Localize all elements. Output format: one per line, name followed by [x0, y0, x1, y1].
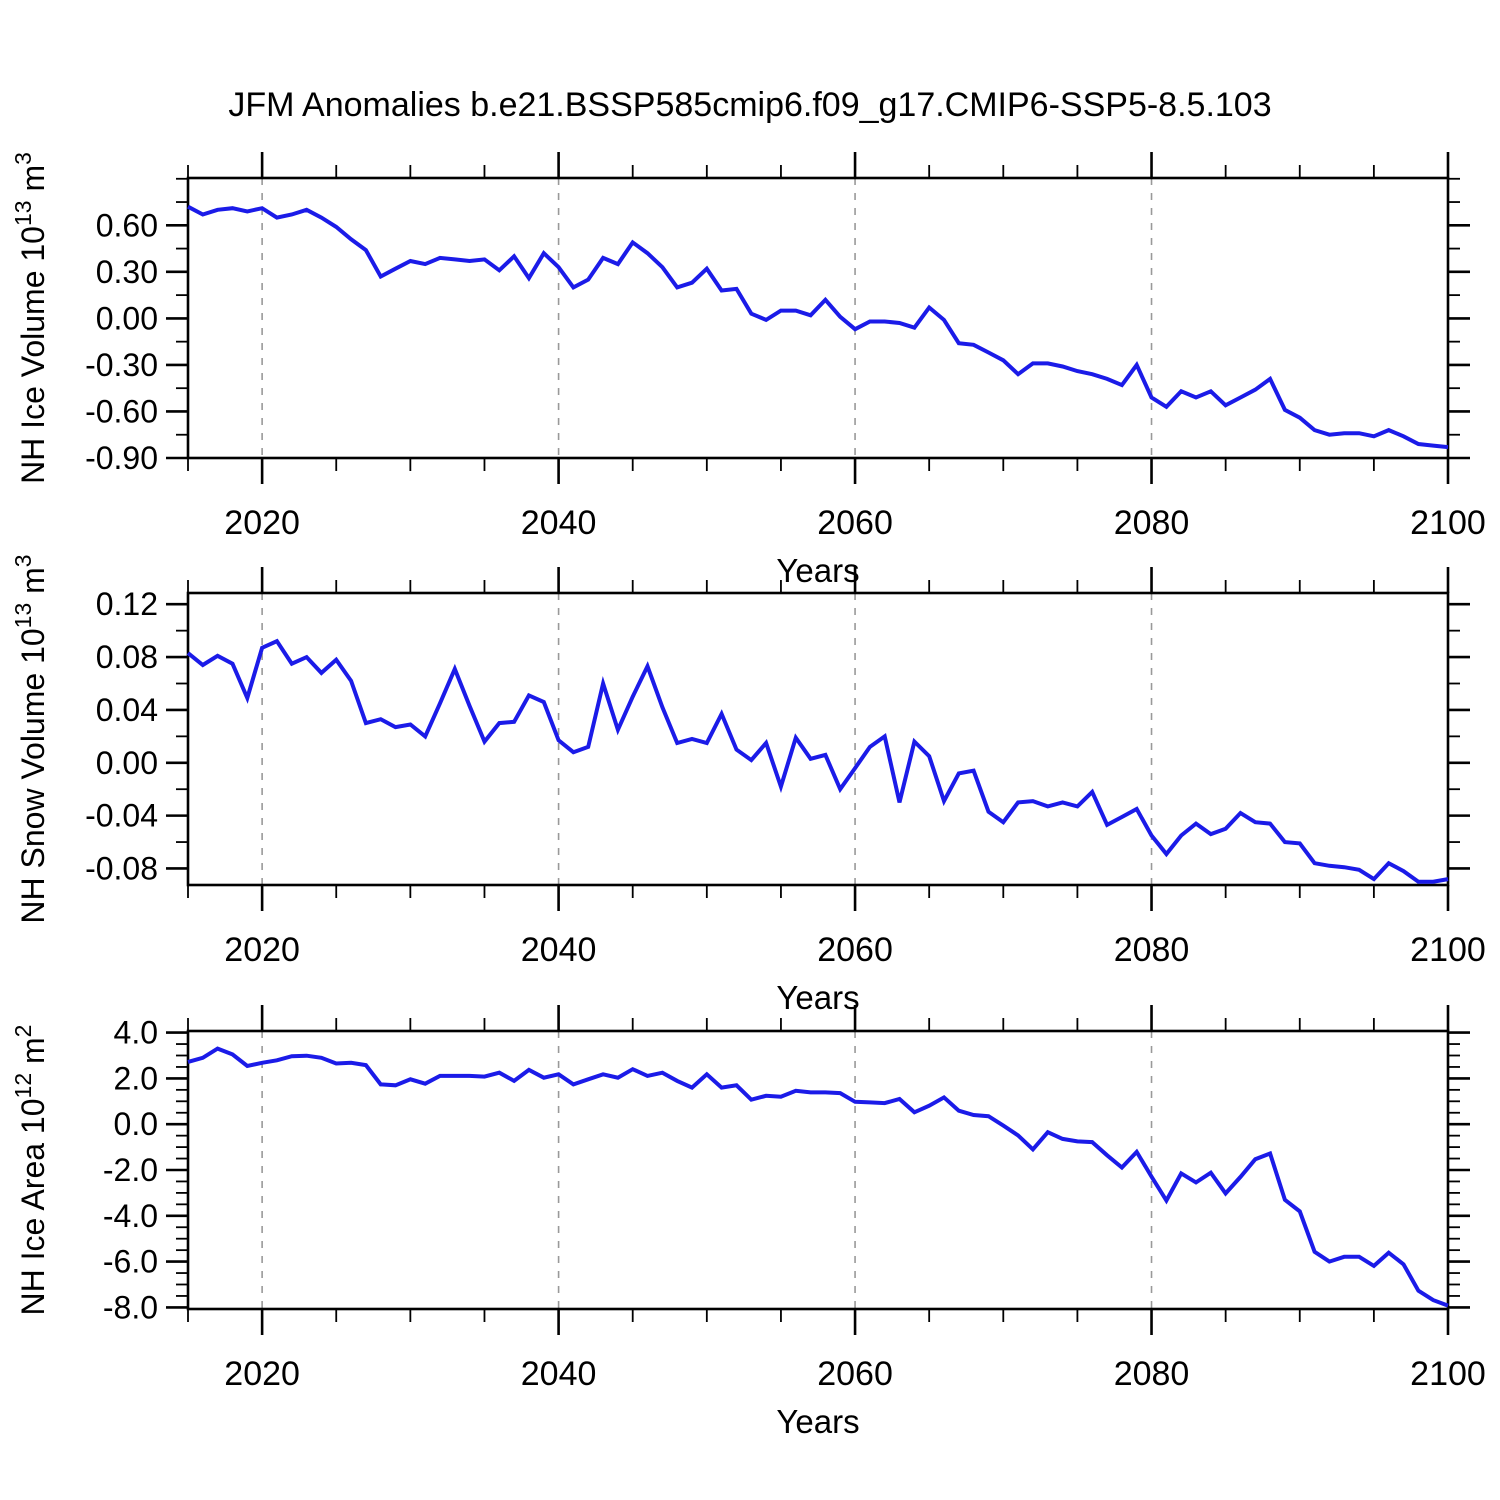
data-line	[187, 204, 1449, 450]
y-tick-label: 0.04	[96, 692, 158, 728]
y-tick-label: -0.60	[85, 393, 158, 429]
x-tick-label: 2080	[1114, 931, 1190, 969]
snow-volume-panel: 2020 2040 2060 2080 2100 0.12 0.08 0.04 0.00 -0.0…	[10, 554, 1486, 1016]
x-axis-label: Years	[776, 979, 859, 1016]
y-tick-label: 0.0	[114, 1106, 158, 1142]
x-tick-label: 2100	[1410, 1355, 1486, 1393]
y-tick-label: 0.00	[96, 745, 158, 781]
x-axis-label: Years	[776, 1403, 859, 1440]
x-axis-label: Years	[776, 552, 859, 589]
y-axis-label: NH Ice Area 1012 m2	[10, 1025, 51, 1316]
x-tick-label: 2100	[1410, 504, 1486, 542]
x-tick-label: 2040	[521, 1355, 597, 1393]
ice-volume-panel: 2020 2040 2060 2080 2100 0.60 0.30 0.00 -0.30 -0.…	[10, 152, 1486, 589]
y-tick-label: 0.12	[96, 586, 158, 622]
x-tick-label: 2060	[817, 931, 893, 969]
x-tick-label: 2020	[224, 1355, 300, 1393]
chart-title: JFM Anomalies b.e21.BSSP585cmip6.f09_g17…	[228, 86, 1272, 124]
y-tick-label: -8.0	[103, 1289, 158, 1325]
data-line	[187, 1046, 1449, 1308]
plot-frame	[186, 591, 1450, 887]
y-tick-label: 0.30	[96, 254, 158, 290]
plot-frame	[186, 176, 1450, 460]
x-tick-label: 2020	[224, 931, 300, 969]
y-tick-label: -0.90	[85, 440, 158, 476]
y-axis-label: NH Snow Volume 1013 m3	[10, 554, 51, 923]
y-tick-label: -6.0	[103, 1244, 158, 1280]
y-tick-label: 0.60	[96, 207, 158, 243]
x-tick-label: 2080	[1114, 504, 1190, 542]
y-tick-label: -2.0	[103, 1152, 158, 1188]
y-tick-label: 0.08	[96, 639, 158, 675]
y-tick-label: -0.08	[85, 850, 158, 886]
x-tick-label: 2020	[224, 504, 300, 542]
y-tick-label: 4.0	[114, 1015, 158, 1051]
x-tick-label: 2040	[521, 504, 597, 542]
y-axis-label: NH Ice Volume 1013 m3	[10, 152, 51, 484]
x-tick-label: 2100	[1410, 931, 1486, 969]
data-line	[186, 638, 1449, 884]
plot-frame	[186, 1029, 1450, 1311]
x-tick-label: 2080	[1114, 1355, 1190, 1393]
y-tick-label: -0.04	[85, 798, 158, 834]
y-tick-label: 0.00	[96, 300, 158, 336]
y-tick-label: -4.0	[103, 1198, 158, 1234]
y-tick-label: -0.30	[85, 347, 158, 383]
y-tick-label: 2.0	[114, 1060, 158, 1096]
x-tick-label: 2040	[521, 931, 597, 969]
x-tick-label: 2060	[817, 504, 893, 542]
x-tick-label: 2060	[817, 1355, 893, 1393]
ice-area-panel: 2020 2040 2060 2080 2100 4.0 2.0 0.0 -2.0 -4.0 -6.…	[10, 1005, 1486, 1440]
